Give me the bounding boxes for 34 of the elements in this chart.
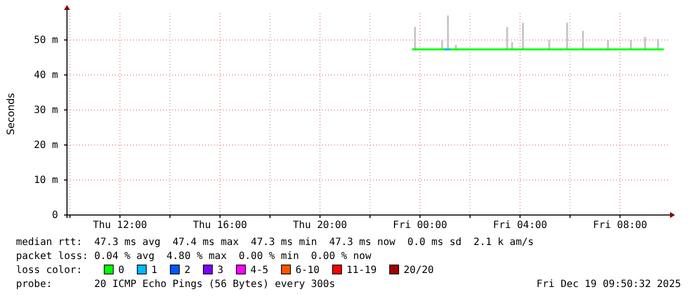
bar bbox=[566, 22, 568, 50]
text: packet loss: 0.04 % avg 4.80 % max 0.00 % min 0.00 % now bbox=[16, 251, 372, 262]
legend-label: 3 bbox=[217, 265, 224, 276]
legend-label: 1 bbox=[151, 265, 158, 276]
bar bbox=[644, 36, 646, 50]
legend-label: 4-5 bbox=[250, 265, 268, 276]
bar bbox=[506, 27, 508, 50]
legend-label: 20/20 bbox=[404, 265, 434, 276]
legend-label: 0 bbox=[118, 265, 124, 276]
x-tick-label: Fri 08:00 bbox=[592, 220, 648, 232]
y-tick-label: 40 m bbox=[34, 70, 58, 82]
legend-label: 11-19 bbox=[346, 265, 377, 276]
bar bbox=[522, 22, 524, 50]
y-tick-label: 30 m bbox=[34, 105, 58, 116]
legend-label: 6-10 bbox=[295, 265, 320, 276]
legend-title: loss color: bbox=[16, 265, 82, 276]
text: median rtt: 47.3 ms avg 47.4 ms max 47.3 ms min 47.3 ms now 0.0 ms sd 2.1 k am/s bbox=[16, 237, 534, 248]
y-tick-label: 20 m bbox=[34, 140, 58, 152]
y-tick-label: 10 m bbox=[34, 175, 58, 186]
bar bbox=[414, 27, 416, 50]
x-tick-label: Thu 16:00 bbox=[192, 220, 248, 232]
x-tick-label: Thu 20:00 bbox=[292, 220, 348, 232]
y-tick-label: 50 m bbox=[34, 35, 58, 46]
bar bbox=[582, 30, 584, 50]
y-axis-title: Seconds bbox=[6, 92, 17, 136]
x-tick-label: Thu 12:00 bbox=[92, 220, 148, 232]
x-tick-label: Fri 00:00 bbox=[392, 220, 448, 232]
text: probe: 20 ICMP Echo Pings (56 Bytes) every 300s bbox=[16, 279, 336, 290]
bar bbox=[656, 38, 659, 50]
legend-label: 2 bbox=[184, 265, 190, 276]
bar bbox=[446, 15, 449, 50]
x-tick-label: Fri 04:00 bbox=[492, 220, 548, 232]
text: Fri Dec 19 09:50:32 2025 bbox=[536, 279, 681, 290]
y-tick-label: 0 bbox=[52, 210, 58, 222]
